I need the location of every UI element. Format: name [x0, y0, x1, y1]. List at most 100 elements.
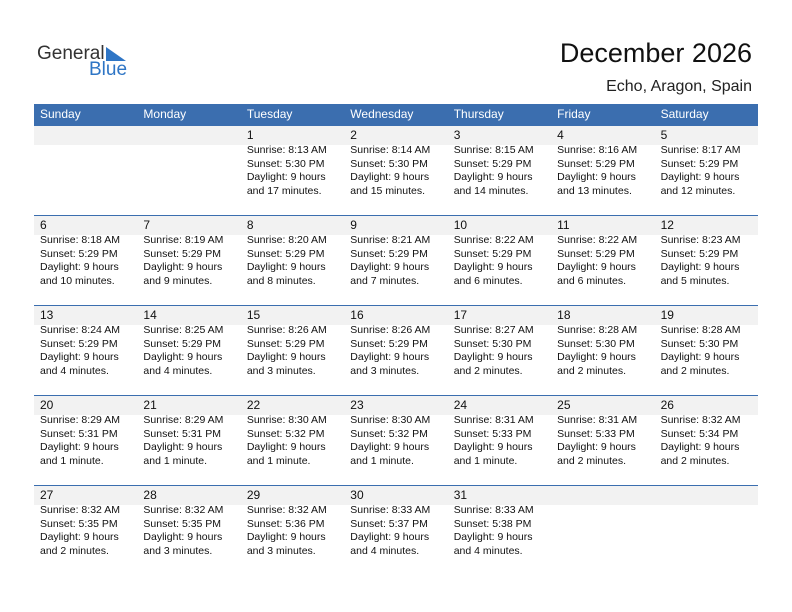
- day-info: Sunset: 5:32 PM: [246, 427, 325, 440]
- day-info: Sunrise: 8:27 AM: [453, 324, 534, 336]
- day-info: Sunrise: 8:18 AM: [40, 234, 120, 246]
- day-number: 13: [40, 308, 54, 322]
- day-info: and 1 minute.: [40, 454, 104, 467]
- week-band: [34, 125, 758, 145]
- day-info: and 3 minutes.: [350, 364, 420, 377]
- day-info: and 7 minutes.: [350, 274, 420, 287]
- day-info: Daylight: 9 hours: [453, 171, 533, 183]
- day-number: 29: [246, 488, 261, 502]
- day-info: Daylight: 9 hours: [557, 351, 636, 363]
- day-info: Sunset: 5:29 PM: [453, 247, 532, 260]
- day-info: Sunrise: 8:24 AM: [40, 324, 120, 336]
- day-info: Daylight: 9 hours: [246, 171, 326, 183]
- day-info: Daylight: 9 hours: [557, 261, 636, 273]
- week-band: [34, 215, 758, 235]
- day-info: and 15 minutes.: [350, 184, 425, 197]
- day-number: 27: [40, 488, 54, 502]
- day-info: and 6 minutes.: [453, 274, 523, 287]
- day-info: Sunrise: 8:25 AM: [143, 324, 224, 336]
- day-info: Daylight: 9 hours: [246, 441, 326, 453]
- day-info: Sunset: 5:29 PM: [660, 157, 739, 170]
- day-info: and 10 minutes.: [40, 274, 115, 287]
- day-info: Sunrise: 8:28 AM: [660, 324, 741, 336]
- day-number: 25: [557, 398, 571, 412]
- day-number: 19: [660, 308, 674, 322]
- day-number: 23: [350, 398, 364, 412]
- day-number: 26: [660, 398, 674, 412]
- day-info: Sunrise: 8:29 AM: [143, 414, 224, 426]
- day-info: Sunrise: 8:32 AM: [246, 504, 327, 516]
- day-info: and 2 minutes.: [660, 454, 730, 467]
- location: Echo, Aragon, Spain: [606, 78, 752, 95]
- day-number: 12: [660, 218, 674, 232]
- day-number: 1: [246, 128, 254, 142]
- day-info: Sunrise: 8:26 AM: [246, 324, 327, 336]
- day-number: 31: [453, 488, 468, 502]
- day-info: Sunset: 5:29 PM: [350, 337, 428, 350]
- day-info: Daylight: 9 hours: [350, 531, 430, 543]
- day-info: Sunset: 5:30 PM: [246, 157, 325, 170]
- day-info: Sunset: 5:29 PM: [660, 247, 739, 260]
- day-info: Sunrise: 8:32 AM: [660, 414, 741, 426]
- day-info: Daylight: 9 hours: [350, 261, 430, 273]
- day-info: and 1 minute.: [350, 454, 414, 467]
- day-info: Sunrise: 8:19 AM: [143, 234, 224, 246]
- week-band: [34, 305, 758, 325]
- day-info: Sunset: 5:34 PM: [660, 427, 739, 440]
- day-info: Sunrise: 8:32 AM: [143, 504, 224, 516]
- day-info: Sunset: 5:30 PM: [453, 337, 532, 350]
- day-info: Daylight: 9 hours: [246, 351, 326, 363]
- day-info: Daylight: 9 hours: [453, 531, 533, 543]
- day-number: 24: [453, 398, 468, 412]
- day-number: 6: [40, 218, 47, 232]
- logo-blue: Blue: [89, 59, 128, 80]
- day-info: Sunset: 5:30 PM: [660, 337, 739, 350]
- weekday: Tuesday: [246, 107, 293, 121]
- day-info: Daylight: 9 hours: [143, 441, 223, 453]
- day-info: Sunset: 5:29 PM: [246, 247, 325, 260]
- day-info: Daylight: 9 hours: [453, 441, 533, 453]
- day-info: Daylight: 9 hours: [350, 441, 430, 453]
- day-info: Sunset: 5:33 PM: [453, 427, 532, 440]
- day-number: 2: [350, 128, 357, 142]
- day-info: Sunrise: 8:31 AM: [557, 414, 638, 426]
- title: December 2026: [559, 38, 752, 68]
- day-info: and 3 minutes.: [246, 364, 316, 377]
- day-number: 14: [143, 308, 157, 322]
- day-number: 20: [40, 398, 54, 412]
- day-info: Sunset: 5:37 PM: [350, 517, 428, 530]
- day-info: and 12 minutes.: [660, 184, 736, 197]
- day-info: Sunrise: 8:16 AM: [557, 144, 638, 156]
- day-info: Sunrise: 8:17 AM: [660, 144, 741, 156]
- day-info: Daylight: 9 hours: [40, 531, 119, 543]
- day-info: and 4 minutes.: [40, 364, 109, 377]
- day-info: Sunset: 5:36 PM: [246, 517, 325, 530]
- day-info: and 14 minutes.: [453, 184, 529, 197]
- day-info: Daylight: 9 hours: [350, 351, 430, 363]
- day-info: Daylight: 9 hours: [246, 261, 326, 273]
- day-info: and 8 minutes.: [246, 274, 316, 287]
- day-info: Sunrise: 8:33 AM: [350, 504, 431, 516]
- day-info: Sunrise: 8:23 AM: [660, 234, 741, 246]
- day-number: 16: [350, 308, 364, 322]
- day-number: 7: [143, 218, 151, 232]
- day-info: Sunset: 5:35 PM: [40, 517, 118, 530]
- day-info: Sunset: 5:38 PM: [453, 517, 532, 530]
- day-number: 5: [660, 128, 668, 142]
- day-info: and 2 minutes.: [40, 544, 109, 557]
- day-info: Sunset: 5:30 PM: [350, 157, 428, 170]
- day-info: Daylight: 9 hours: [453, 351, 533, 363]
- day-number: 4: [557, 128, 564, 142]
- day-info: Daylight: 9 hours: [40, 261, 119, 273]
- day-number: 15: [246, 308, 261, 322]
- day-info: Sunset: 5:29 PM: [350, 247, 428, 260]
- day-info: and 2 minutes.: [660, 364, 730, 377]
- day-number: 11: [557, 218, 570, 232]
- day-info: Daylight: 9 hours: [143, 261, 223, 273]
- day-info: Sunrise: 8:22 AM: [557, 234, 638, 246]
- day-info: Daylight: 9 hours: [246, 531, 326, 543]
- day-info: Daylight: 9 hours: [40, 351, 119, 363]
- day-info: and 2 minutes.: [557, 364, 627, 377]
- day-info: Sunset: 5:29 PM: [143, 247, 222, 260]
